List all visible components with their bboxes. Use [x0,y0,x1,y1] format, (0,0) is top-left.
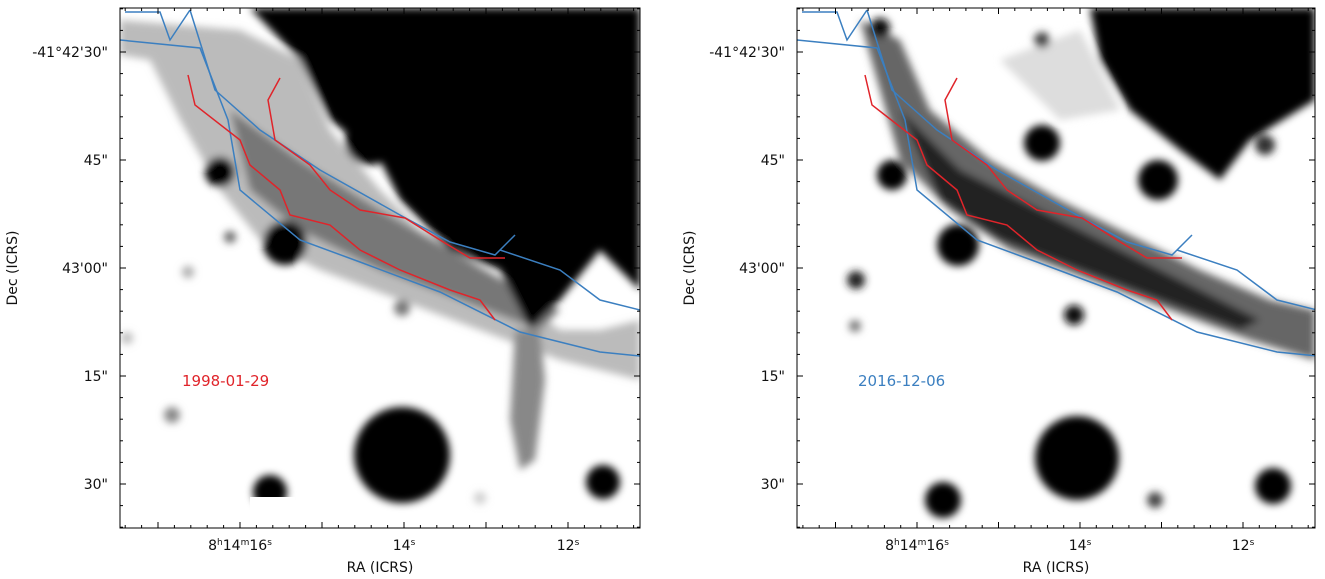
x-tick-label: 8h14m16s [208,538,272,554]
tick-label-part: h [217,538,223,548]
tick-label-part: 8 [885,538,894,554]
sky-image [120,8,640,528]
x-tick-label: 8h14m16s [885,538,949,554]
epoch-annotation: 1998-01-29 [182,372,269,390]
tick-label-part: s [1250,538,1255,548]
tick-label-part: 16 [926,538,944,554]
y-axis-label: Dec (ICRS) [682,231,698,306]
tick-label-part: 14 [900,538,918,554]
x-tick-label: 12s [557,538,580,554]
tick-label-part: 12 [1232,538,1250,554]
y-tick-label: 45" [761,153,785,169]
tick-label-part: m [241,538,250,548]
y-tick-label: 15" [84,369,108,385]
y-tick-label: -41°42'30" [32,45,108,61]
tick-label-part: s [944,538,949,548]
y-axis-label: Dec (ICRS) [5,231,21,306]
y-tick-label: 30" [84,477,108,493]
tick-label-part: 14 [223,538,241,554]
x-axis-label: RA (ICRS) [347,560,414,576]
y-tick-label: 43'00" [739,261,785,277]
tick-label-part: 14 [393,538,411,554]
tick-label-part: m [918,538,927,548]
y-tick-label: -41°42'30" [709,45,785,61]
y-tick-label: 45" [84,153,108,169]
tick-label-part: 12 [557,538,575,554]
x-tick-label: 14s [393,538,416,554]
epoch-annotation: 2016-12-06 [858,372,945,390]
tick-label-part: 16 [249,538,267,554]
y-tick-label: 15" [761,369,785,385]
x-axis-label: RA (ICRS) [1023,560,1090,576]
x-tick-label: 14s [1069,538,1092,554]
y-tick-label: 43'00" [62,261,108,277]
tick-label-part: 8 [208,538,217,554]
tick-label-part: s [267,538,272,548]
tick-label-part: h [894,538,900,548]
tick-label-part: 14 [1069,538,1087,554]
tick-label-part: s [1087,538,1092,548]
x-tick-label: 12s [1232,538,1255,554]
sky-image [797,8,1315,528]
tick-label-part: s [575,538,580,548]
tick-label-part: s [411,538,416,548]
y-tick-label: 30" [761,477,785,493]
